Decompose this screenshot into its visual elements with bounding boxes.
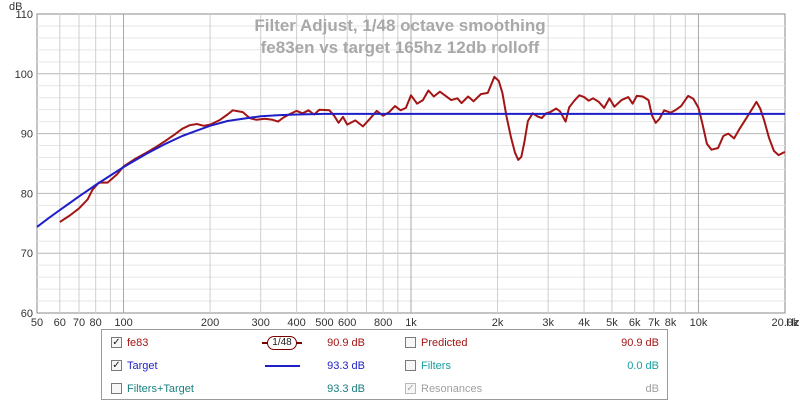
- x-tick-label: 200: [201, 317, 219, 329]
- y-tick-label: 90: [21, 129, 33, 141]
- resonances-label: Resonances: [421, 383, 483, 395]
- filters-label: Filters: [421, 360, 451, 372]
- y-tick-label: 110: [15, 9, 33, 21]
- target-label: Target: [127, 360, 158, 372]
- legend-panel: ✓ fe83 1/48 90.9 dB Predicted 90.9 dB ✓ …: [101, 329, 668, 400]
- resonances-checkbox[interactable]: ✓: [405, 383, 416, 394]
- series-line-fe83: [59, 75, 786, 223]
- legend-row-target: ✓ Target 93.3 dB Filters 0.0 dB: [102, 358, 667, 380]
- x-tick-labels: 50 60 70 80 100 200 300 400 500 600 800 1k 2k 3k 4k 5k 6…: [31, 317, 799, 329]
- filters-value: 0.0 dB: [627, 360, 659, 372]
- x-tick-label: 2k: [492, 317, 504, 329]
- predicted-checkbox[interactable]: [405, 337, 416, 348]
- x-tick-label: 300: [252, 317, 270, 329]
- x-tick-label: 5k: [606, 317, 618, 329]
- fe83-value: 90.9 dB: [327, 337, 365, 349]
- x-tick-label: 6k: [629, 317, 641, 329]
- predicted-value: 90.9 dB: [621, 337, 659, 349]
- x-tick-label: 100: [114, 317, 132, 329]
- x-axis-unit: Hz: [786, 317, 799, 329]
- y-tick-label: 60: [21, 308, 33, 320]
- fe83-checkbox[interactable]: ✓: [111, 337, 122, 348]
- legend-row-fe83: ✓ fe83 1/48 90.9 dB Predicted 90.9 dB: [102, 335, 667, 357]
- filters-checkbox[interactable]: [405, 360, 416, 371]
- legend-row-filters-target: Filters+Target 93.3 dB ✓ Resonances dB: [102, 381, 667, 403]
- x-tick-label: 600: [338, 317, 356, 329]
- x-tick-label: 3k: [542, 317, 554, 329]
- filters-target-value: 93.3 dB: [327, 383, 365, 395]
- y-tick-label: 100: [15, 69, 33, 81]
- x-tick-label: 7k: [648, 317, 660, 329]
- x-tick-label: 1k: [405, 317, 417, 329]
- chart-title: Filter Adjust, 1/48 octave smoothing: [254, 16, 545, 35]
- x-tick-label: 4k: [578, 317, 590, 329]
- y-tick-label: 70: [21, 248, 33, 260]
- y-tick-labels: 60 70 80 90 100 110: [15, 9, 33, 320]
- y-axis-unit: dB: [9, 1, 22, 13]
- grid-lines: [37, 14, 785, 313]
- x-tick-label: 60: [54, 317, 66, 329]
- chart-subtitle: fe83en vs target 165hz 12db rolloff: [261, 38, 540, 57]
- target-checkbox[interactable]: ✓: [111, 360, 122, 371]
- y-tick-label: 80: [21, 188, 33, 200]
- fe83-label: fe83: [127, 337, 149, 349]
- x-tick-label: 70: [73, 317, 85, 329]
- smoothing-badge[interactable]: 1/48: [267, 336, 297, 350]
- resonances-value: dB: [645, 383, 659, 395]
- predicted-label: Predicted: [421, 337, 468, 349]
- x-tick-label: 10k: [690, 317, 708, 329]
- filters-target-checkbox[interactable]: [111, 383, 122, 394]
- target-value: 93.3 dB: [327, 360, 365, 372]
- series-lines: [36, 75, 786, 228]
- x-tick-label: 500: [315, 317, 333, 329]
- target-swatch: [265, 365, 300, 367]
- x-tick-label: 800: [374, 317, 392, 329]
- x-tick-label: 50: [31, 317, 43, 329]
- x-tick-label: 8k: [665, 317, 677, 329]
- filters-target-label: Filters+Target: [127, 383, 194, 395]
- x-tick-label: 400: [287, 317, 305, 329]
- series-line-target: [36, 112, 785, 228]
- x-tick-label: 20.0k: [772, 317, 799, 329]
- x-tick-label: 80: [90, 317, 102, 329]
